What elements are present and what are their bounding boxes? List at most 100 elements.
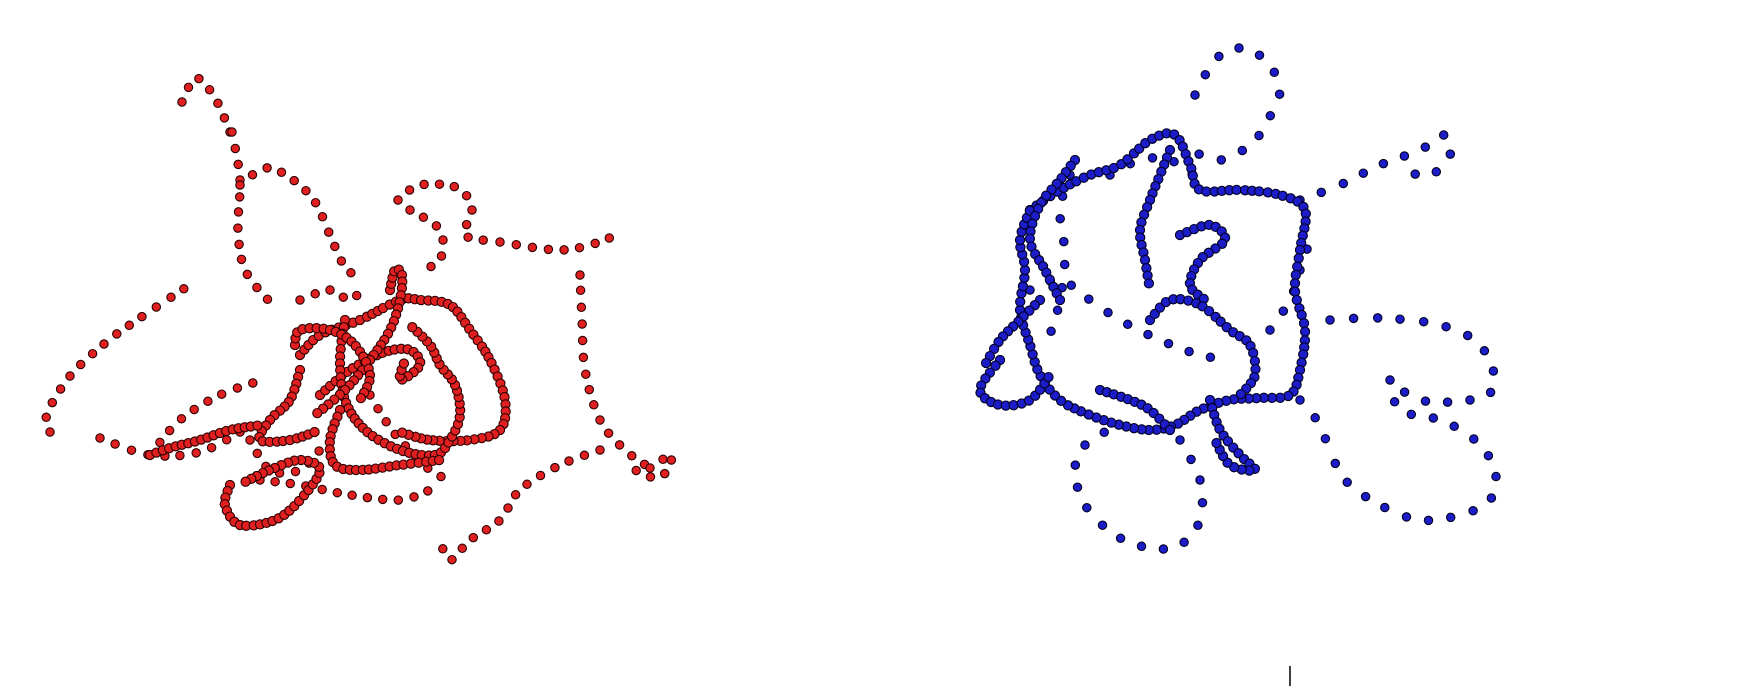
red-bead — [457, 543, 468, 554]
blue-bead — [1046, 326, 1056, 337]
blue-bead — [1449, 421, 1459, 432]
blue-bead — [1082, 502, 1092, 513]
red-bead — [252, 420, 263, 431]
blue-bead — [1325, 315, 1335, 325]
blue-bead — [1423, 515, 1434, 526]
red-bead — [581, 369, 591, 379]
red-bead — [151, 302, 162, 312]
red-bead — [614, 440, 625, 450]
blue-bead — [1214, 51, 1224, 62]
blue-bead — [1080, 440, 1090, 450]
blue-bead — [1066, 280, 1077, 291]
blue-bead — [1254, 130, 1264, 141]
red-bead — [323, 227, 334, 237]
red-bead — [645, 472, 656, 482]
red-bead — [431, 221, 442, 231]
blue-bead — [1084, 294, 1094, 304]
red-bead — [494, 516, 504, 526]
blue-bead — [1372, 313, 1383, 323]
red-bead — [423, 486, 433, 496]
red-bead — [317, 212, 328, 222]
blue-bead — [1115, 533, 1126, 544]
blue-bead — [1070, 460, 1081, 470]
blue-bead — [1296, 309, 1307, 321]
red-bead — [245, 435, 255, 445]
red-bead — [233, 207, 244, 217]
blue-bead — [1294, 244, 1306, 256]
blue-bead — [1017, 281, 1029, 292]
red-bead — [419, 179, 429, 190]
blue-bead — [1399, 387, 1410, 397]
blue-bead — [1348, 313, 1359, 324]
red-bead — [398, 358, 410, 369]
red-bead — [126, 445, 137, 455]
blue-bead — [1072, 482, 1083, 492]
red-bead — [177, 97, 187, 107]
red-bead — [248, 378, 258, 388]
red-bead — [436, 471, 446, 482]
red-bead — [468, 532, 479, 543]
red-bead — [461, 190, 472, 201]
red-bead — [631, 465, 641, 476]
blue-bead — [1438, 130, 1449, 140]
red-bead — [213, 98, 223, 109]
red-bead — [336, 256, 347, 266]
red-bead — [295, 295, 305, 305]
blue-bead — [990, 360, 1001, 371]
red-bead — [467, 205, 477, 215]
blue-bead — [1164, 424, 1176, 436]
red-bead — [577, 335, 588, 346]
red-bead — [584, 384, 595, 395]
blue-bead — [1360, 491, 1371, 502]
blue-bead — [1254, 50, 1265, 60]
blue-bead — [1485, 387, 1496, 398]
red-bead — [262, 163, 272, 173]
red-bead — [232, 383, 243, 393]
blue-bead — [1338, 178, 1349, 189]
blue-bead — [1380, 502, 1390, 513]
red-bead — [317, 484, 327, 495]
red-bead — [463, 232, 473, 242]
red-bead — [309, 426, 320, 438]
red-bead — [176, 414, 187, 424]
red-bead — [216, 389, 227, 399]
blue-bead — [1418, 316, 1429, 327]
red-bead — [438, 544, 448, 554]
red-bead — [404, 185, 415, 195]
red-bead — [285, 478, 296, 489]
blue-bead — [1097, 520, 1108, 530]
red-bead — [381, 417, 391, 427]
red-bead — [347, 490, 357, 501]
blue-bead — [1316, 187, 1327, 198]
red-bead — [301, 185, 311, 196]
blue-bead — [1293, 253, 1304, 264]
red-bead — [627, 451, 637, 461]
red-bead — [75, 359, 86, 370]
blue-bead — [1265, 110, 1276, 121]
blue-bead — [1194, 149, 1204, 159]
blue-bead — [1310, 413, 1320, 423]
red-bead — [481, 525, 492, 535]
red-bead — [449, 181, 460, 192]
red-bead — [234, 239, 244, 250]
red-bead — [252, 282, 262, 293]
red-bead — [235, 180, 245, 190]
blue-bead — [1462, 330, 1473, 341]
red-bead — [95, 433, 105, 443]
blue-bead — [1389, 397, 1400, 407]
red-bead — [124, 320, 135, 331]
red-bead — [221, 435, 232, 445]
red-bead — [397, 427, 408, 438]
blue-bead — [1139, 254, 1151, 266]
blue-bead — [1468, 506, 1478, 516]
red-bead — [346, 268, 356, 278]
blue-bead — [1330, 458, 1341, 469]
red-bead — [564, 456, 574, 466]
red-bead — [438, 235, 448, 245]
blue-bead — [1428, 413, 1439, 423]
red-bead — [595, 415, 605, 425]
red-bead — [575, 285, 586, 296]
blue-bead — [1295, 395, 1305, 405]
red-bead — [332, 487, 343, 498]
red-bead — [240, 476, 251, 487]
